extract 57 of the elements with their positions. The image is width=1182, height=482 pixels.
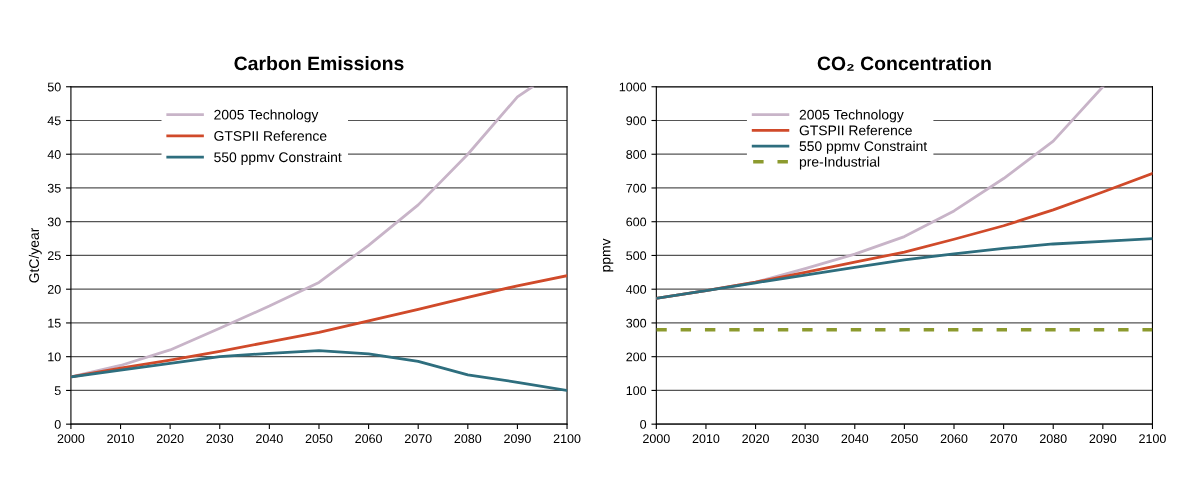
legend-label: GTSPII Reference (799, 125, 912, 136)
y-axis-title: GtC/year (28, 227, 42, 283)
y-tick-label: 30 (47, 217, 61, 227)
y-tick-label: 0 (640, 419, 647, 429)
x-tick-label: 2080 (1039, 434, 1067, 444)
x-tick-label: 2090 (504, 434, 531, 444)
line-series (70, 349, 568, 392)
y-tick-label: 400 (626, 285, 647, 294)
x-tick-label: 2040 (256, 434, 283, 444)
x-tick-label: 2010 (692, 434, 720, 444)
x-tick-label: 2020 (742, 434, 769, 444)
x-tick-label: 2060 (940, 434, 968, 444)
y-tick-label: 25 (47, 251, 61, 261)
y-tick-label: 10 (48, 352, 61, 362)
legend-label: 2005 Technology (214, 109, 319, 123)
y-tick-label: 35 (47, 183, 61, 193)
legend-label: GTSPII Reference (214, 130, 327, 141)
y-tick-label: 20 (47, 285, 61, 294)
y-tick-label: 500 (626, 251, 647, 261)
y-tick-label: 0 (54, 419, 61, 429)
y-tick-label: 50 (47, 82, 61, 92)
y-tick-label: 15 (48, 318, 61, 328)
y-tick-label: 300 (626, 318, 647, 328)
x-tick-label: 2020 (156, 434, 184, 444)
x-tick-label: 2030 (206, 434, 234, 444)
y-tick-label: 600 (626, 217, 647, 227)
x-tick-label: 2030 (791, 434, 819, 444)
y-tick-label: 5 (54, 386, 61, 396)
y-tick-label: 800 (626, 150, 647, 159)
x-tick-label: 2070 (990, 434, 1018, 444)
legend-label: 550 ppmv Constraint (799, 140, 928, 154)
x-tick-label: 2090 (1089, 434, 1117, 444)
chart-title: CO₂ Concentration (817, 56, 991, 71)
x-tick-label: 2010 (107, 434, 134, 444)
y-tick-label: 900 (626, 116, 647, 126)
chart-title: Carbon Emissions (234, 56, 404, 71)
x-tick-label: 2100 (1139, 434, 1166, 444)
y-tick-label: 700 (626, 183, 647, 193)
y-tick-label: 40 (47, 150, 61, 159)
y-tick-label: 1000 (619, 82, 647, 92)
legend-label: 550 ppmv Constraint (214, 151, 342, 165)
x-tick-label: 2040 (841, 434, 869, 444)
y-tick-label: 100 (626, 386, 647, 396)
y-tick-label: 45 (47, 116, 61, 126)
x-tick-label: 2060 (355, 434, 383, 444)
y-axis-title: ppmv (602, 238, 614, 272)
legend-label: pre-Industrial (799, 156, 880, 170)
x-tick-label: 2070 (404, 434, 432, 444)
x-tick-label: 2000 (643, 434, 670, 444)
x-tick-label: 2000 (57, 434, 85, 444)
line-series (656, 237, 1153, 300)
x-tick-label: 2050 (891, 434, 918, 444)
x-tick-label: 2080 (454, 434, 482, 444)
x-tick-label: 2100 (553, 434, 581, 444)
x-tick-label: 2050 (305, 434, 333, 444)
legend-label: 2005 Technology (799, 109, 904, 123)
y-tick-label: 200 (626, 352, 647, 362)
